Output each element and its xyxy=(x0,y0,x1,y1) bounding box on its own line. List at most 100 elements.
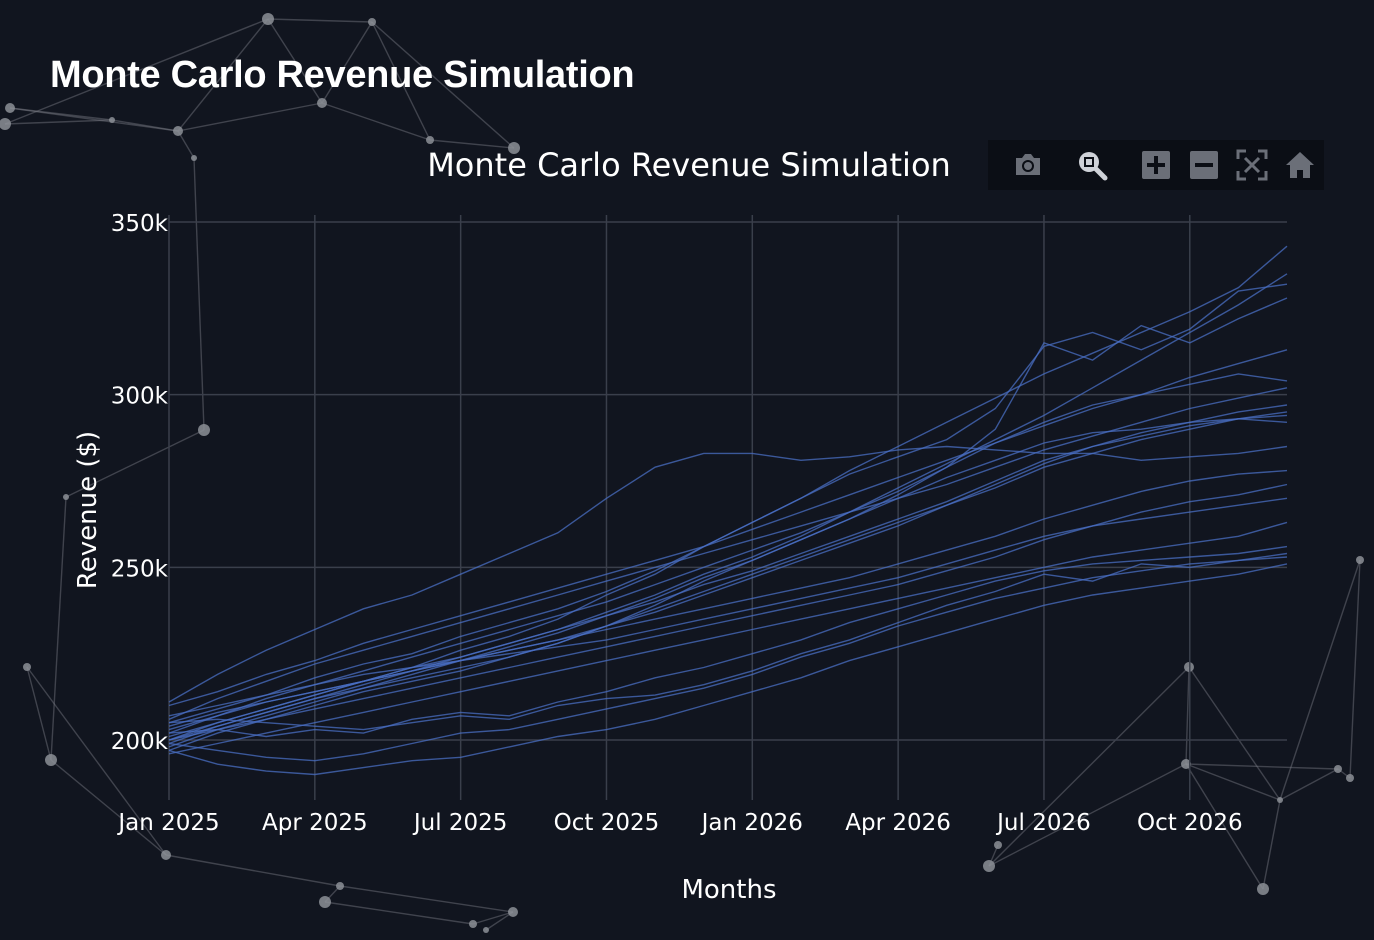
series-line[interactable] xyxy=(168,483,1288,741)
x-tick-label: Oct 2026 xyxy=(1137,810,1243,836)
y-tick-label: 350k xyxy=(111,211,169,237)
network-node xyxy=(1184,662,1194,672)
network-edge xyxy=(50,496,67,761)
network-edge xyxy=(267,18,323,104)
network-edge xyxy=(111,119,179,132)
network-node xyxy=(1356,556,1364,564)
modebar xyxy=(988,140,1324,190)
series-line[interactable] xyxy=(168,545,1288,738)
network-node xyxy=(426,136,434,144)
network-node xyxy=(45,754,57,766)
series-line[interactable] xyxy=(168,273,1288,741)
network-edge xyxy=(9,107,179,132)
network-edge xyxy=(988,666,1190,867)
x-tick-label: Jan 2026 xyxy=(700,810,803,836)
network-node xyxy=(317,98,327,108)
y-tick-label: 200k xyxy=(111,729,169,755)
network-edge xyxy=(1279,768,1339,801)
network-node xyxy=(173,126,183,136)
network-edge xyxy=(1279,559,1361,801)
network-edge xyxy=(1262,799,1281,890)
network-edge xyxy=(177,18,269,132)
y-axis-label: Revenue ($) xyxy=(73,431,103,589)
network-edge xyxy=(177,102,323,132)
network-edge xyxy=(4,119,113,125)
network-edge xyxy=(1185,666,1190,765)
x-tick-label: Jul 2025 xyxy=(412,810,508,836)
series-line[interactable] xyxy=(168,349,1288,707)
series-line[interactable] xyxy=(168,521,1288,755)
network-node xyxy=(508,907,518,917)
series-line[interactable] xyxy=(168,445,1288,703)
network-node xyxy=(63,494,69,500)
series-line[interactable] xyxy=(168,387,1288,720)
network-node xyxy=(5,103,15,113)
network-node xyxy=(1277,797,1283,803)
network-node xyxy=(0,118,11,130)
axes: 200k 250k 300k 350k Jan 2025 Apr 2025 Jul 2025… xyxy=(111,211,1243,836)
network-node xyxy=(336,882,344,890)
y-tick-label: 300k xyxy=(111,384,169,410)
network-node xyxy=(994,841,1002,849)
network-edge xyxy=(165,854,341,887)
network-edge xyxy=(472,911,514,925)
network-edge xyxy=(1188,666,1281,801)
x-tick-label: Oct 2025 xyxy=(554,810,660,836)
series-line[interactable] xyxy=(168,497,1288,717)
network-node xyxy=(262,13,274,25)
series-line[interactable] xyxy=(168,283,1288,724)
network-edge xyxy=(50,759,167,856)
camera-icon[interactable] xyxy=(1012,149,1044,181)
network-edge xyxy=(339,885,514,913)
network-edge xyxy=(1185,763,1339,770)
series-line[interactable] xyxy=(168,414,1288,738)
network-edge xyxy=(65,429,205,498)
network-edge xyxy=(177,130,195,159)
x-tick-label: Jan 2025 xyxy=(116,810,219,836)
network-node xyxy=(983,860,995,872)
network-node xyxy=(109,117,115,123)
page-title: Monte Carlo Revenue Simulation xyxy=(50,54,635,96)
network-edge xyxy=(26,666,167,856)
network-edge xyxy=(267,18,373,23)
network-node xyxy=(483,927,489,933)
zoom-icon[interactable] xyxy=(1076,149,1108,181)
network-edge xyxy=(1185,763,1264,890)
network-edge xyxy=(193,157,205,431)
series-line[interactable] xyxy=(168,418,1288,752)
network-node xyxy=(368,18,376,26)
network-edge xyxy=(1185,763,1281,801)
x-tick-label: Jul 2026 xyxy=(995,810,1091,836)
series-line[interactable] xyxy=(168,245,1288,741)
chart-title: Monte Carlo Revenue Simulation xyxy=(427,146,951,184)
network-edge xyxy=(1349,559,1361,779)
series-line[interactable] xyxy=(168,552,1288,762)
network-edge xyxy=(429,139,515,149)
network-node xyxy=(1346,774,1354,782)
network-node xyxy=(1181,759,1191,769)
network-node xyxy=(1334,765,1342,773)
grid xyxy=(168,215,1287,800)
home-icon[interactable] xyxy=(1284,149,1316,181)
network-node xyxy=(469,920,477,928)
series-lines[interactable] xyxy=(168,245,1288,776)
autoscale-icon[interactable] xyxy=(1236,149,1268,181)
series-line[interactable] xyxy=(168,556,1288,731)
y-tick-label: 250k xyxy=(111,556,169,582)
network-node xyxy=(508,142,520,154)
zoom-out-icon[interactable] xyxy=(1188,149,1220,181)
network-edge xyxy=(371,21,515,149)
network-edge xyxy=(9,107,113,121)
network-node xyxy=(1257,883,1269,895)
zoom-in-icon[interactable] xyxy=(1140,149,1172,181)
network-edge xyxy=(26,666,52,761)
series-line[interactable] xyxy=(168,563,1288,776)
network-edge xyxy=(324,901,474,925)
network-node xyxy=(161,850,171,860)
network-edge xyxy=(371,21,431,141)
x-axis-label: Months xyxy=(681,875,776,905)
series-line[interactable] xyxy=(168,469,1288,731)
series-line[interactable] xyxy=(168,373,1288,734)
x-tick-label: Apr 2025 xyxy=(262,810,368,836)
